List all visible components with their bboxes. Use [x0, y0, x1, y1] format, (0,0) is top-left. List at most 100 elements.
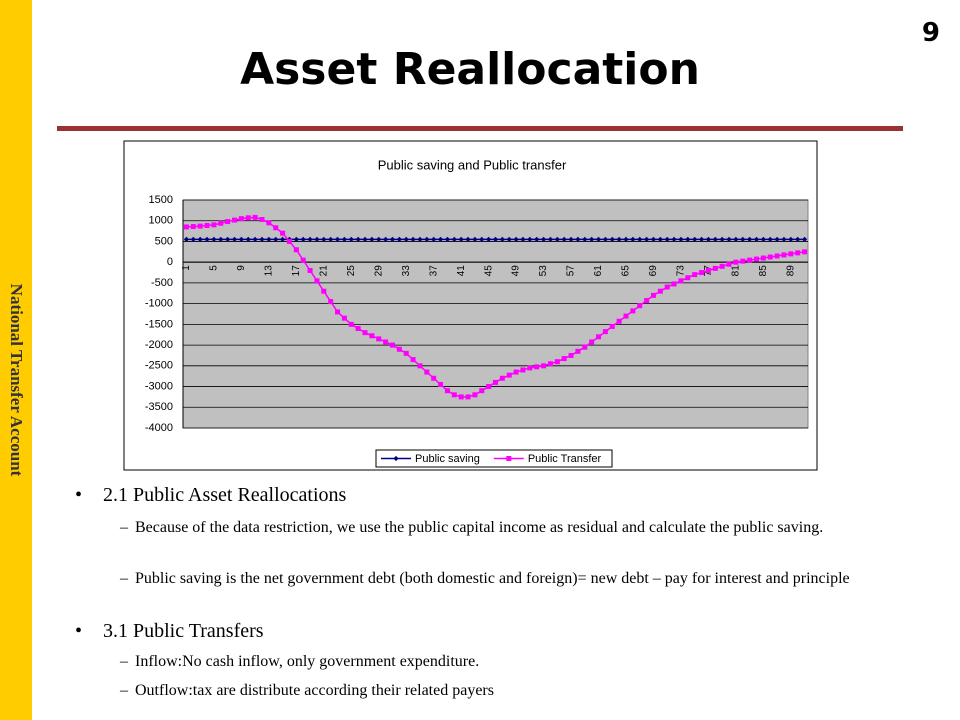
data-point	[396, 236, 402, 242]
data-point	[781, 252, 787, 258]
data-point	[650, 292, 656, 298]
data-point	[225, 236, 231, 242]
data-point	[438, 381, 444, 387]
sub-bullet: – Outflow:tax are distribute according th…	[120, 682, 494, 699]
data-point	[705, 236, 712, 242]
data-point	[218, 236, 224, 242]
data-point	[280, 230, 286, 236]
data-point	[486, 236, 492, 242]
x-tick-label: 13	[263, 265, 274, 277]
data-point	[802, 249, 808, 255]
data-point	[465, 394, 471, 400]
data-point	[190, 236, 196, 242]
data-point	[465, 236, 471, 242]
data-point	[733, 236, 739, 242]
bullet: 2.1 Public Asset Reallocations	[75, 484, 346, 507]
data-point	[643, 236, 650, 242]
data-point	[492, 236, 499, 242]
y-tick-label: 1000	[149, 215, 173, 227]
data-point	[740, 258, 746, 264]
data-point	[589, 236, 595, 242]
data-point	[238, 236, 244, 242]
data-point	[218, 220, 224, 226]
data-point	[596, 334, 602, 340]
data-point	[747, 236, 753, 242]
data-point	[561, 236, 567, 242]
data-point	[712, 236, 718, 242]
data-point	[609, 323, 615, 329]
x-tick-label: 5	[209, 265, 220, 271]
data-point	[582, 236, 588, 242]
y-tick-label: 500	[155, 235, 173, 247]
data-point	[245, 236, 251, 242]
data-point	[795, 250, 801, 256]
data-point	[575, 348, 581, 354]
data-point	[499, 236, 505, 242]
data-point	[307, 236, 313, 242]
data-point	[801, 236, 808, 242]
sub-bullet-text: Outflow:tax are distribute according the…	[135, 682, 494, 699]
y-tick-label: -4000	[145, 422, 173, 434]
data-point	[314, 236, 320, 242]
data-point	[637, 236, 643, 242]
data-point	[293, 247, 299, 253]
data-point	[781, 236, 787, 242]
data-point	[760, 255, 766, 261]
plot-area	[182, 199, 809, 429]
data-point	[300, 236, 306, 242]
data-point	[616, 236, 622, 242]
data-point	[547, 361, 553, 367]
x-tick-label: 73	[676, 265, 687, 277]
data-point	[410, 236, 416, 242]
data-point	[232, 217, 238, 223]
x-tick-label: 9	[236, 265, 247, 271]
sub-bullet-text: Because of the data restriction, we use …	[135, 519, 824, 536]
data-point	[630, 236, 636, 242]
y-tick-label: -1500	[145, 318, 173, 330]
data-point	[417, 236, 423, 242]
data-point	[410, 357, 416, 363]
data-point	[376, 236, 382, 242]
data-point	[760, 236, 766, 242]
data-point	[486, 384, 492, 390]
data-point	[712, 265, 718, 271]
data-point	[589, 339, 595, 345]
y-tick-label: -3000	[145, 380, 173, 392]
data-point	[692, 236, 698, 242]
x-tick-label: 41	[456, 265, 467, 277]
data-point	[733, 259, 739, 265]
data-point	[197, 236, 203, 242]
x-tick-label: 69	[648, 265, 659, 277]
data-point	[554, 236, 560, 242]
data-point	[314, 278, 320, 284]
x-tick-label: 65	[621, 265, 632, 277]
data-point	[348, 236, 354, 242]
data-point	[424, 236, 430, 242]
x-tick-label: 49	[511, 265, 522, 277]
data-point	[211, 236, 217, 242]
data-point	[726, 236, 732, 242]
data-point	[273, 225, 279, 231]
data-point	[554, 359, 560, 365]
data-point	[451, 392, 457, 398]
chart-title: Public saving and Public transfer	[378, 157, 567, 172]
data-point	[225, 219, 231, 225]
data-point	[671, 281, 677, 287]
data-point	[678, 236, 684, 242]
data-point	[534, 364, 540, 370]
data-point	[369, 236, 375, 242]
legend-marker	[393, 455, 399, 462]
data-point	[541, 363, 547, 369]
data-point	[334, 236, 341, 242]
data-point	[678, 278, 684, 284]
data-point	[499, 375, 505, 381]
y-tick-label: -3500	[145, 401, 173, 413]
bullet-text: 3.1 Public Transfers	[103, 620, 264, 642]
data-point	[513, 369, 519, 375]
sub-bullet: – Because of the data restriction, we use…	[120, 519, 824, 536]
data-point	[623, 236, 629, 242]
data-point	[259, 236, 265, 242]
data-point	[705, 267, 711, 273]
x-tick-label: 53	[538, 265, 549, 277]
